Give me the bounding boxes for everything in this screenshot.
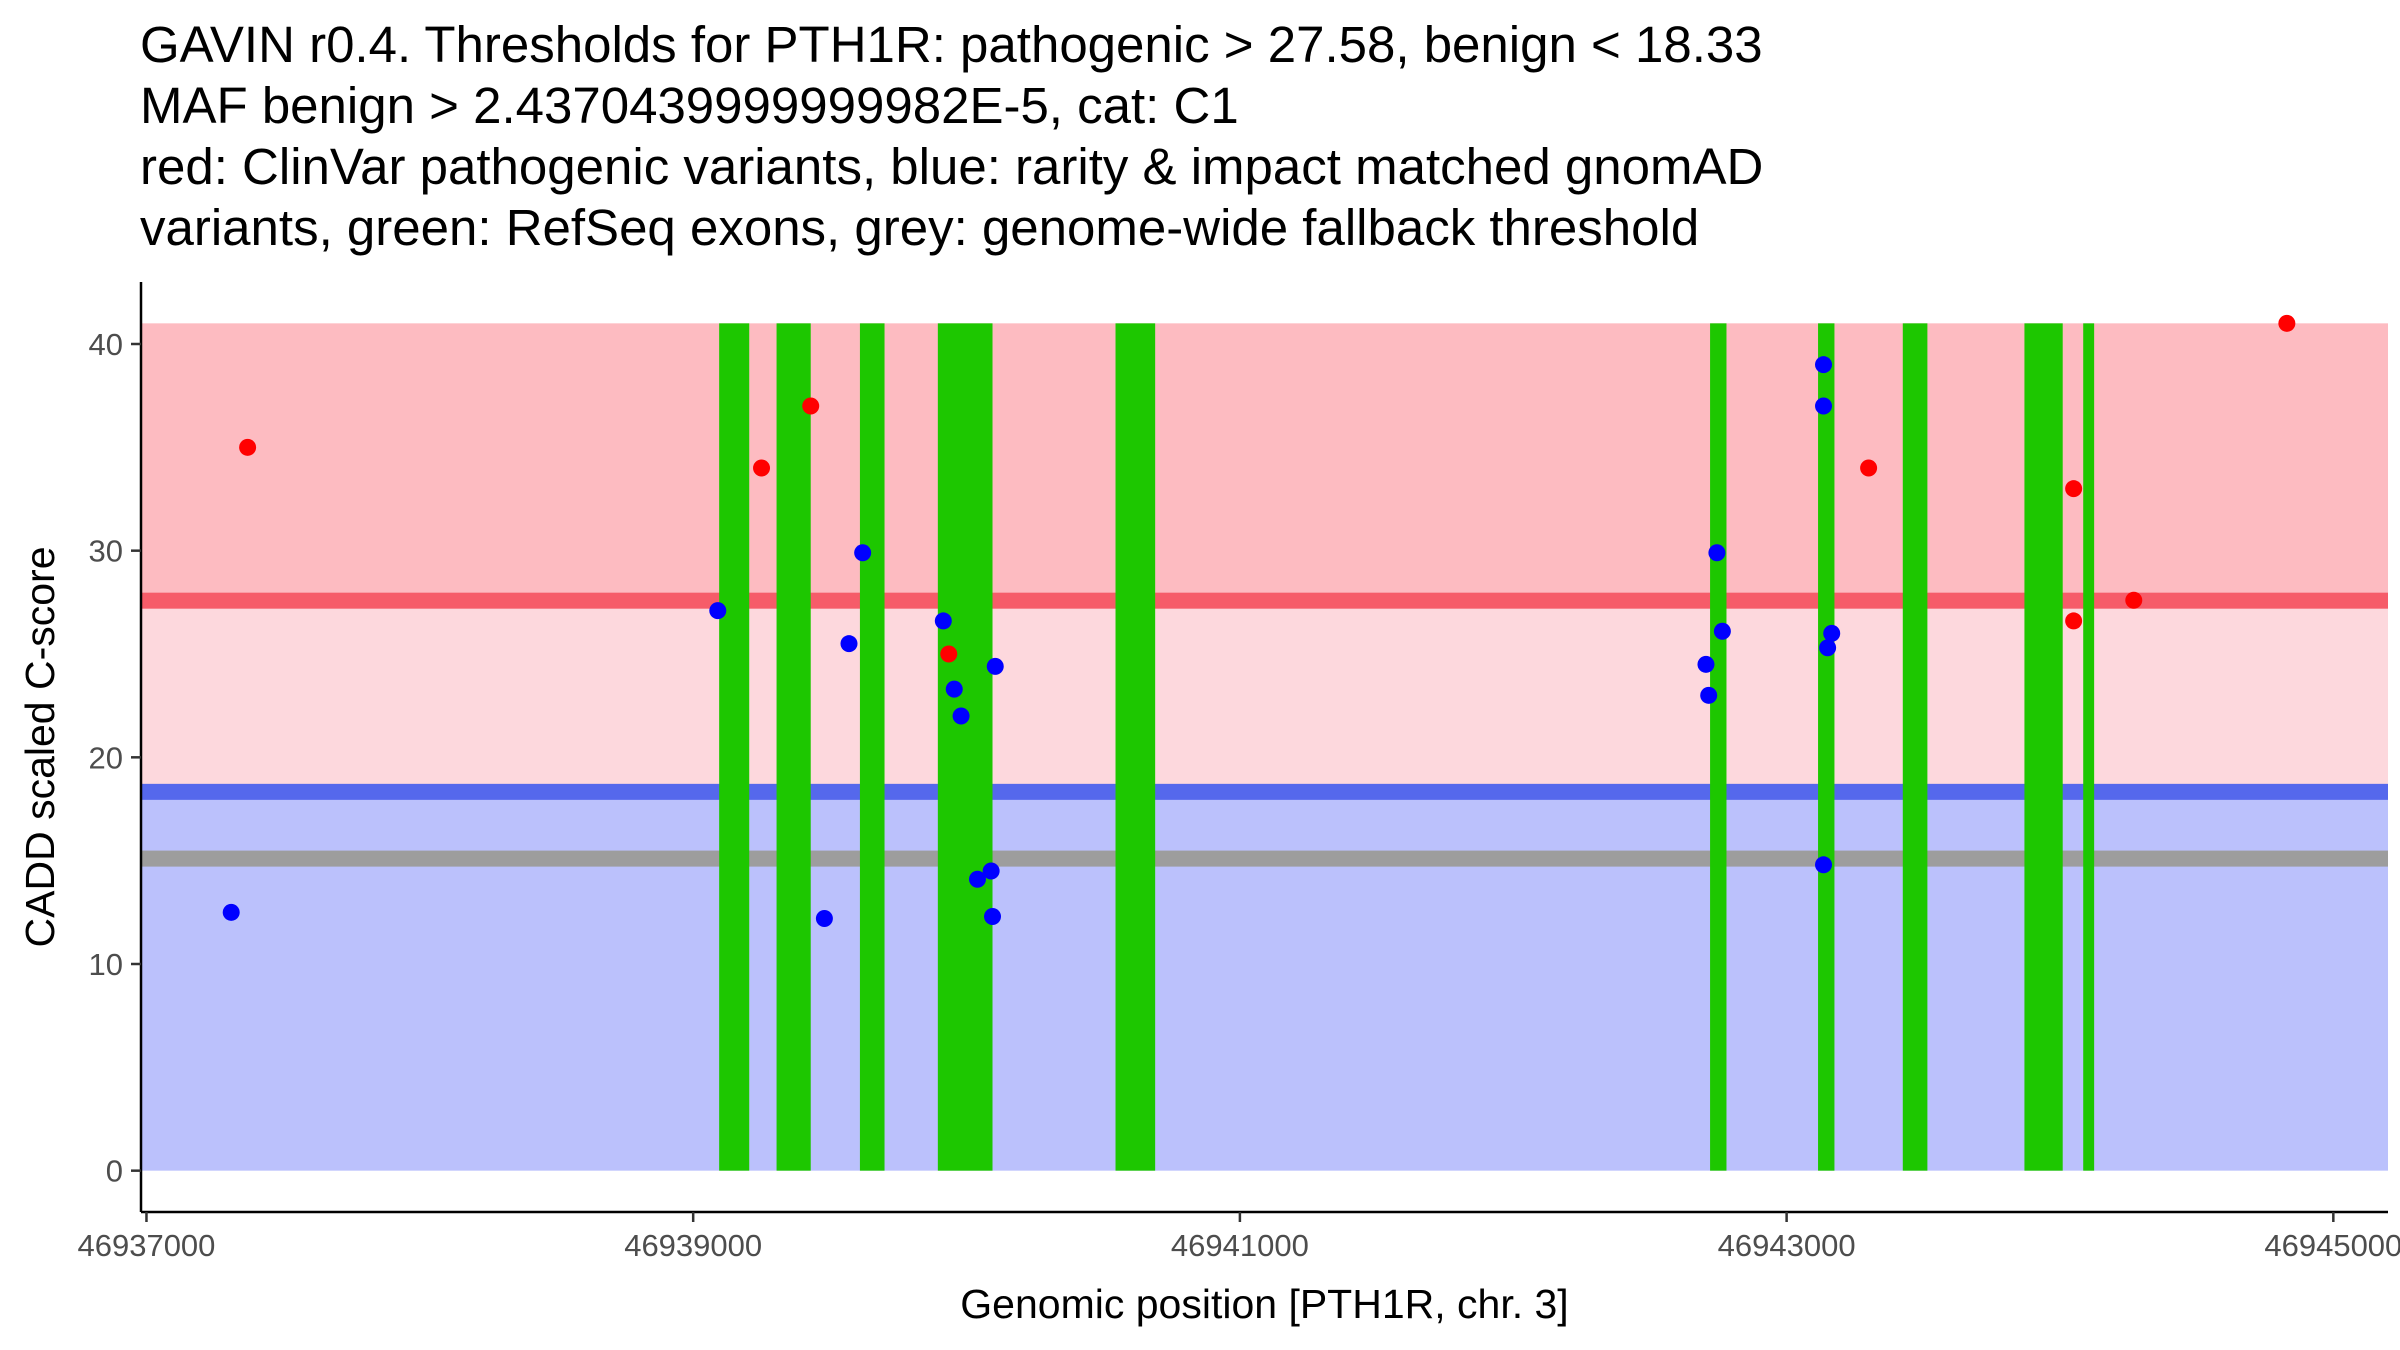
exon-bar-8 xyxy=(1902,323,1928,1171)
gnomad-point-11 xyxy=(984,907,1002,925)
pathogenic-zone xyxy=(141,323,2388,601)
gnomad-point-21 xyxy=(1823,624,1841,642)
x-tick-label: 46943000 xyxy=(1718,1228,1856,1263)
gnomad-point-9 xyxy=(968,870,986,888)
exon-bar-3 xyxy=(859,323,885,1171)
exon-bar-7 xyxy=(1818,323,1835,1171)
gnomad-point-8 xyxy=(952,707,970,725)
variant-points xyxy=(222,314,2296,928)
gnomad-point-1 xyxy=(222,903,240,921)
exon-bar-4 xyxy=(937,323,993,1171)
x-axis-title: Genomic position [PTH1R, chr. 3] xyxy=(960,1281,1568,1327)
gnomad-point-12 xyxy=(986,657,1004,675)
gnomad-point-2 xyxy=(709,602,727,620)
x-tick-label: 46941000 xyxy=(1171,1228,1309,1263)
gnomad-point-14 xyxy=(1700,686,1718,704)
gnomad-point-4 xyxy=(840,635,858,653)
clinvar-point-7 xyxy=(2065,612,2083,630)
gnomad-point-16 xyxy=(1713,622,1731,640)
gnomad-point-18 xyxy=(1815,397,1833,415)
gnomad-point-3 xyxy=(815,910,833,928)
y-tick-label: 0 xyxy=(106,1154,123,1189)
clinvar-point-6 xyxy=(2065,480,2083,498)
y-axis-title: CADD scaled C-score xyxy=(17,547,63,948)
y-tick-label: 20 xyxy=(89,740,123,775)
clinvar-point-1 xyxy=(239,438,257,456)
gnomad-point-17 xyxy=(1815,356,1833,374)
uncertain-zone xyxy=(141,600,2388,792)
clinvar-point-5 xyxy=(1860,459,1878,477)
gnomad-point-20 xyxy=(1819,639,1837,657)
clinvar-point-8 xyxy=(2125,591,2143,609)
x-tick-label: 46945000 xyxy=(2264,1228,2400,1263)
clinvar-point-2 xyxy=(753,459,771,477)
exon-bar-6 xyxy=(1710,323,1727,1171)
gnomad-point-13 xyxy=(1697,655,1715,673)
y-axis-ticks: 0 10 20 30 40 xyxy=(89,327,141,1189)
gnomad-point-15 xyxy=(1708,544,1726,562)
chart-title: GAVIN r0.4. Thresholds for PTH1R: pathog… xyxy=(140,14,2380,258)
x-tick-label: 46939000 xyxy=(624,1228,762,1263)
exon-bar-10 xyxy=(2083,323,2095,1171)
exon-bar-1 xyxy=(719,323,750,1171)
y-tick-label: 30 xyxy=(89,534,123,569)
title-line-4: variants, green: RefSeq exons, grey: gen… xyxy=(140,199,1700,256)
gnomad-point-7 xyxy=(945,680,963,698)
y-tick-label: 40 xyxy=(89,327,123,362)
x-axis-ticks: 46937000 46939000 46941000 46943000 46945000 xyxy=(77,1212,2400,1263)
title-line-2: MAF benign > 2.4370439999999982E-5, cat:… xyxy=(140,77,1239,134)
exon-bar-2 xyxy=(776,323,811,1171)
gnomad-point-6 xyxy=(934,612,952,630)
clinvar-point-9 xyxy=(2278,314,2296,332)
exon-bar-9 xyxy=(2024,323,2063,1171)
axes xyxy=(139,282,2388,1214)
gnomad-point-5 xyxy=(854,544,872,562)
gnomad-point-10 xyxy=(982,862,1000,880)
exon-bar-5 xyxy=(1115,323,1156,1171)
gnomad-point-19 xyxy=(1815,856,1833,874)
x-tick-label: 46937000 xyxy=(77,1228,215,1263)
title-line-3: red: ClinVar pathogenic variants, blue: … xyxy=(140,138,1764,195)
y-tick-label: 10 xyxy=(89,947,123,982)
clinvar-point-4 xyxy=(940,645,958,663)
exon-bars xyxy=(719,323,2095,1171)
title-line-1: GAVIN r0.4. Thresholds for PTH1R: pathog… xyxy=(140,16,1763,73)
clinvar-point-3 xyxy=(802,397,820,415)
